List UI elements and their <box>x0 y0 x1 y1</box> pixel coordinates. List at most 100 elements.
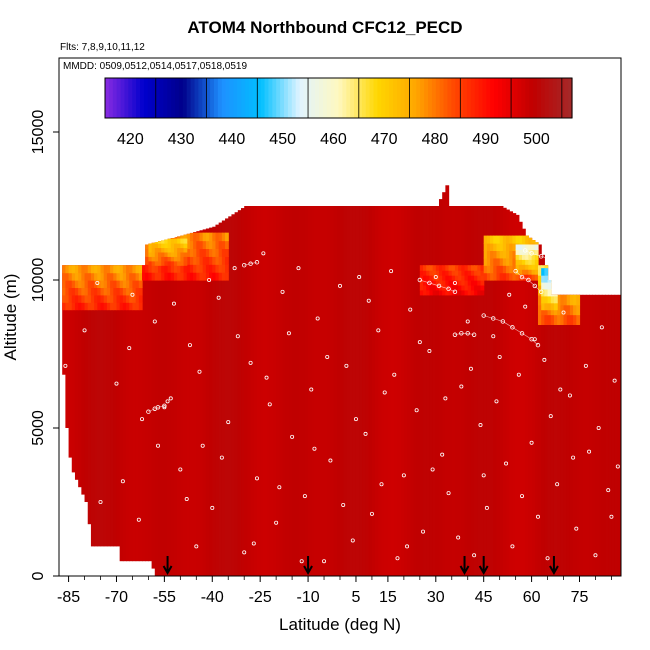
field-cell <box>512 272 517 281</box>
field-cell <box>138 287 143 296</box>
sample-point <box>207 277 212 282</box>
sample-point <box>315 316 320 321</box>
field-cell <box>196 272 201 281</box>
colorbar-cell <box>124 78 129 118</box>
field-cell <box>193 232 197 242</box>
sample-point <box>216 295 221 300</box>
colorbar-cell <box>268 78 273 118</box>
field-cell <box>87 302 92 311</box>
sample-point <box>69 532 74 537</box>
field-cell <box>189 232 194 242</box>
field-cell <box>119 272 124 281</box>
field-cell <box>180 264 185 273</box>
field-cell <box>509 272 514 281</box>
field-cell <box>512 213 517 576</box>
colorbar-cell <box>120 78 126 118</box>
field-cell <box>522 259 526 265</box>
field-cell <box>518 235 523 244</box>
field-cell <box>509 235 514 244</box>
field-cell <box>391 206 395 576</box>
colorbar-cell <box>307 78 312 118</box>
field-cell <box>531 272 536 281</box>
field-cell <box>470 280 475 286</box>
field-cell <box>553 314 558 325</box>
field-cell <box>90 265 95 274</box>
colorbar-cell <box>490 78 495 118</box>
field-cell <box>573 304 577 316</box>
x-tick-label: -40 <box>201 589 224 606</box>
field-cell <box>167 238 172 244</box>
field-cell <box>506 257 510 266</box>
colorbar-tick-label: 490 <box>472 131 499 148</box>
field-cell <box>202 232 207 242</box>
field-cell <box>518 264 523 270</box>
field-cell <box>423 275 427 281</box>
field-cell <box>477 275 482 281</box>
sample-point <box>484 505 489 510</box>
field-cell <box>557 294 561 306</box>
field-cell <box>142 265 146 273</box>
field-cell <box>448 284 453 291</box>
field-cell <box>506 265 510 274</box>
field-cell <box>221 240 226 250</box>
field-cell <box>490 250 494 259</box>
field-cell <box>426 270 431 276</box>
field-cell <box>122 265 127 274</box>
field-cell <box>458 275 462 281</box>
field-cell <box>110 265 114 274</box>
colorbar-cell <box>560 78 565 118</box>
colorbar-cell <box>194 78 199 118</box>
field-cell <box>522 235 526 244</box>
sample-point <box>337 283 342 288</box>
field-cell <box>563 294 568 576</box>
field-cell <box>515 272 520 281</box>
field-cell <box>199 232 204 242</box>
colorbar-cell <box>381 78 386 118</box>
field-cell <box>186 272 191 281</box>
sample-point <box>452 280 457 285</box>
field-cell <box>474 265 478 271</box>
field-cell <box>151 272 156 281</box>
field-cell <box>71 280 76 288</box>
sample-point <box>417 340 422 345</box>
field-cell <box>193 232 197 576</box>
field-cell <box>154 260 159 266</box>
field-cell <box>215 256 220 265</box>
field-cell <box>212 272 217 281</box>
field-cell <box>496 265 501 274</box>
field-cell <box>445 275 450 281</box>
field-cell <box>218 222 223 576</box>
field-cell <box>320 206 325 576</box>
field-cell <box>177 251 181 257</box>
sample-point <box>436 283 442 289</box>
sample-point <box>392 372 397 377</box>
colorbar-cell <box>354 78 359 118</box>
field-cell <box>167 264 172 273</box>
field-cell <box>135 265 140 274</box>
colorbar-cell <box>311 78 316 118</box>
field-cell <box>541 295 545 304</box>
field-cell <box>311 206 316 576</box>
field-cell <box>90 265 95 547</box>
field-cell <box>167 260 172 266</box>
colorbar-cell <box>396 78 402 118</box>
field-cell <box>470 275 475 281</box>
sample-point <box>302 494 307 499</box>
field-cell <box>113 265 118 547</box>
field-cell <box>445 270 450 276</box>
colorbar-cell <box>505 78 511 118</box>
colorbar-tick-label: 420 <box>117 131 144 148</box>
colorbar-cell <box>556 78 561 118</box>
field-cell <box>512 235 517 244</box>
field-cell <box>442 275 446 281</box>
field-cell <box>157 264 162 273</box>
field-cell <box>209 232 213 242</box>
field-cell <box>173 243 178 249</box>
field-cell <box>499 250 504 259</box>
field-cell <box>164 260 169 266</box>
field-cell <box>173 272 178 281</box>
field-cell <box>506 250 510 259</box>
field-cell <box>493 206 498 576</box>
field-cell <box>544 281 549 290</box>
field-cell <box>81 272 86 281</box>
